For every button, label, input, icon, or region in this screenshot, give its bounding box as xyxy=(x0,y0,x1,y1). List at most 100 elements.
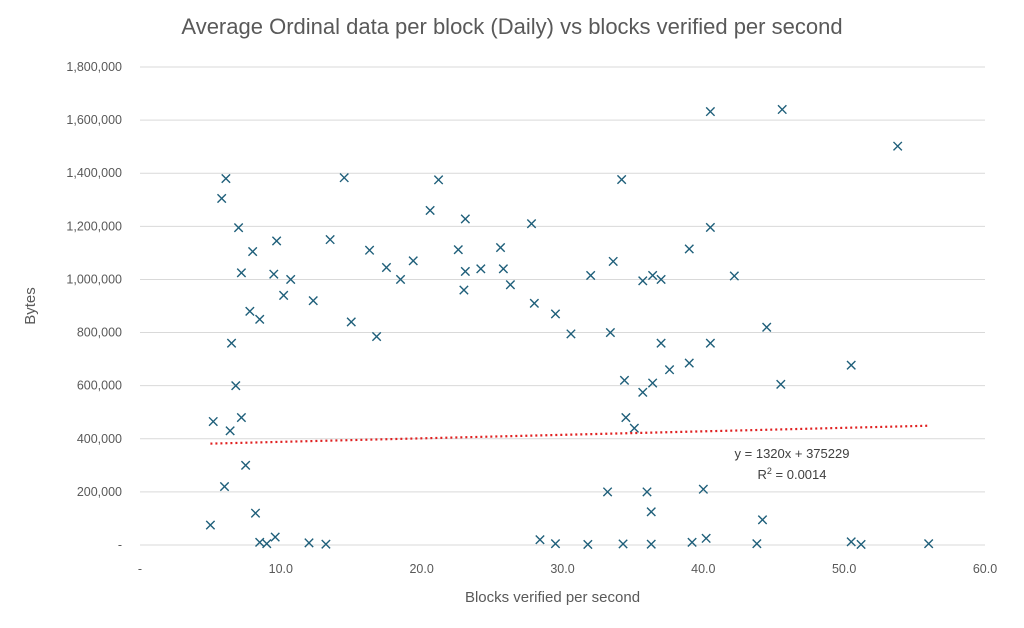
data-point xyxy=(460,214,471,224)
data-point xyxy=(656,274,666,285)
data-point xyxy=(408,256,418,266)
y-tick-label: 1,800,000 xyxy=(66,60,122,74)
data-point xyxy=(585,270,596,281)
data-point xyxy=(752,538,762,549)
data-point xyxy=(687,537,697,548)
data-point xyxy=(846,537,856,547)
data-point xyxy=(656,338,666,348)
data-point xyxy=(236,412,247,423)
data-point xyxy=(269,269,279,279)
data-point xyxy=(616,174,627,185)
data-point xyxy=(846,360,856,370)
data-point xyxy=(425,205,435,216)
data-point xyxy=(505,280,516,290)
data-point xyxy=(255,314,265,324)
data-point xyxy=(642,487,652,497)
data-point xyxy=(621,412,631,423)
data-point xyxy=(664,365,675,375)
data-point xyxy=(757,515,768,525)
data-point xyxy=(346,317,356,327)
x-tick-label: 50.0 xyxy=(832,562,856,576)
trendline-r-squared: R2 = 0.0014 xyxy=(758,466,827,482)
data-point xyxy=(250,508,261,518)
data-point xyxy=(535,534,545,545)
x-tick-label: 60.0 xyxy=(973,562,997,576)
y-tick-label: 800,000 xyxy=(77,326,122,340)
data-point xyxy=(684,358,694,368)
x-tick-label: - xyxy=(138,562,142,576)
data-point xyxy=(395,274,406,285)
data-point xyxy=(638,387,648,398)
data-point xyxy=(247,246,258,257)
x-tick-label: 20.0 xyxy=(409,562,433,576)
data-point xyxy=(498,264,509,274)
data-point xyxy=(776,379,786,390)
data-point xyxy=(605,327,616,338)
data-point xyxy=(225,426,235,436)
data-point xyxy=(459,285,469,295)
data-point xyxy=(892,141,903,151)
data-point xyxy=(638,276,648,286)
data-point xyxy=(476,264,486,274)
data-point xyxy=(205,520,216,530)
data-point xyxy=(495,242,506,253)
data-point xyxy=(602,487,613,497)
y-tick-label: 1,600,000 xyxy=(66,113,122,127)
data-point xyxy=(453,245,463,255)
data-point xyxy=(371,331,382,342)
data-point xyxy=(304,538,314,548)
data-point xyxy=(705,106,716,117)
data-point xyxy=(619,375,630,386)
y-tick-label: 200,000 xyxy=(77,485,122,499)
data-point xyxy=(271,236,282,246)
data-point xyxy=(433,175,444,185)
x-tick-label: 10.0 xyxy=(269,562,293,576)
data-point xyxy=(221,173,231,184)
data-point xyxy=(550,309,561,319)
y-tick-label: 1,200,000 xyxy=(66,219,122,233)
y-tick-label: 400,000 xyxy=(77,432,122,446)
data-point xyxy=(583,539,593,550)
data-point xyxy=(460,266,471,277)
data-point xyxy=(245,306,255,317)
data-point xyxy=(684,244,694,254)
data-point xyxy=(231,380,241,391)
y-tick-label: 600,000 xyxy=(77,379,122,393)
data-point xyxy=(339,173,349,183)
data-point xyxy=(285,274,296,285)
data-point xyxy=(236,268,247,278)
data-point xyxy=(325,234,335,245)
data-point xyxy=(233,222,244,233)
data-point xyxy=(705,222,716,233)
chart-title: Average Ordinal data per block (Daily) v… xyxy=(181,14,843,39)
data-point xyxy=(646,539,656,549)
data-point xyxy=(226,338,237,348)
data-point xyxy=(618,539,628,549)
data-point xyxy=(381,262,392,273)
data-point xyxy=(308,295,318,306)
trendline xyxy=(210,424,929,445)
data-point xyxy=(219,481,230,492)
data-point xyxy=(278,290,289,301)
x-tick-label: 40.0 xyxy=(691,562,715,576)
data-point xyxy=(777,104,787,115)
trendline-equation: y = 1320x + 375229 xyxy=(735,446,850,461)
data-point xyxy=(729,271,740,281)
data-point xyxy=(566,329,576,339)
data-point xyxy=(705,338,716,348)
data-point xyxy=(647,270,658,281)
data-point xyxy=(698,484,709,494)
data-point xyxy=(364,245,375,255)
data-point xyxy=(270,532,280,542)
data-point xyxy=(550,538,561,549)
data-point xyxy=(240,460,251,471)
data-point xyxy=(526,218,537,229)
data-point xyxy=(529,298,540,309)
data-point xyxy=(701,533,711,544)
x-tick-label: 30.0 xyxy=(550,562,574,576)
data-point xyxy=(321,539,331,549)
x-axis-title: Blocks verified per second xyxy=(465,589,640,606)
data-point xyxy=(923,538,934,549)
